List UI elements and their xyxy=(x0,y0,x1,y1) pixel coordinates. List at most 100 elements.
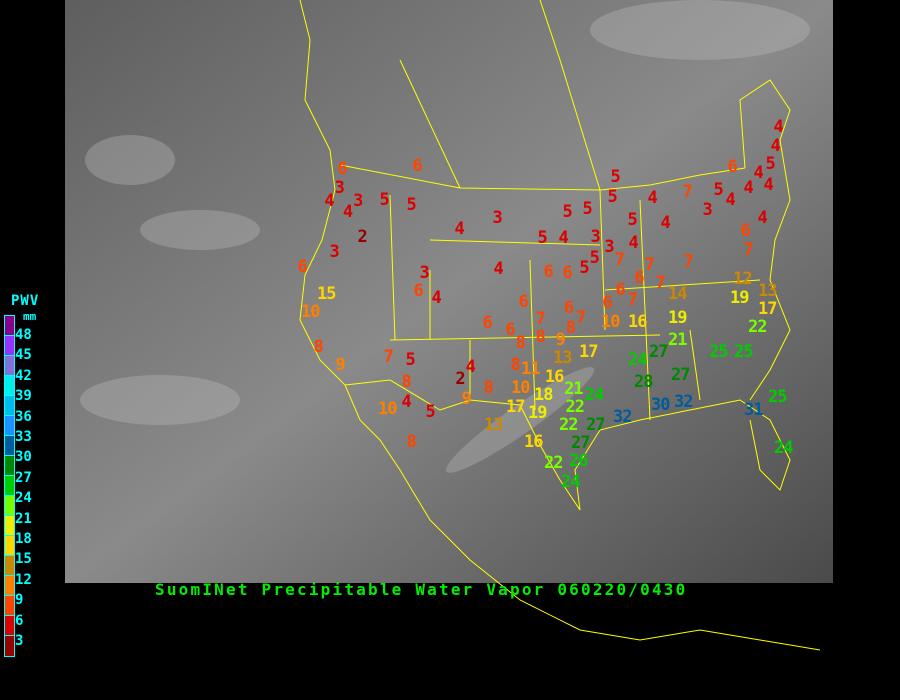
us-mexico-border xyxy=(344,379,581,511)
station-pwv-value: 4 xyxy=(454,218,465,239)
station-pwv-value: 4 xyxy=(324,190,334,211)
legend-swatch xyxy=(5,396,14,416)
legend-swatch xyxy=(5,516,14,536)
station-pwv-value: 25 xyxy=(768,386,788,407)
legend-unit: mm xyxy=(23,310,37,323)
station-pwv-value: 6 xyxy=(413,281,424,302)
station-pwv-value: 24 xyxy=(628,349,648,370)
legend-tick: 39 xyxy=(15,388,32,405)
station-pwv-value: 19 xyxy=(528,403,548,424)
legend-tick: 18 xyxy=(15,531,32,547)
station-pwv-value: 31 xyxy=(744,399,764,420)
station-pwv-value: 13 xyxy=(484,414,504,435)
station-pwv-value: 4 xyxy=(628,232,639,253)
station-pwv-value: 9 xyxy=(555,329,566,350)
legend-swatch xyxy=(5,596,14,616)
legend-swatch xyxy=(5,316,14,336)
legend-tick: 48 xyxy=(15,327,32,343)
legend-tick: 42 xyxy=(15,367,32,384)
station-pwv-value: 7 xyxy=(743,239,754,260)
station-pwv-value: 22 xyxy=(565,396,585,417)
station-pwv-value: 5 xyxy=(379,189,390,210)
station-pwv-value: 28 xyxy=(634,371,654,392)
station-pwv-value: 8 xyxy=(313,336,324,357)
station-pwv-value: 4 xyxy=(660,212,671,233)
station-pwv-value: 24 xyxy=(774,437,794,458)
station-pwv-value: 7 xyxy=(535,308,546,329)
station-pwv-value: 32 xyxy=(674,391,694,412)
legend-tick: 12 xyxy=(15,571,32,588)
station-pwv-value: 5 xyxy=(607,186,618,207)
station-pwv-value: 5 xyxy=(425,401,436,422)
station-pwv-value: 5 xyxy=(713,179,724,200)
legend-swatch xyxy=(5,636,14,656)
legend-swatch xyxy=(5,336,14,356)
legend-swatch xyxy=(5,576,14,596)
station-pwv-value: 4 xyxy=(763,174,774,195)
station-pwv-value: 6 xyxy=(602,292,613,313)
station-pwv-value: 7 xyxy=(614,249,625,270)
station-pwv-value: 17 xyxy=(506,396,526,417)
station-pwv-value: 6 xyxy=(562,262,573,283)
station-pwv-value: 5 xyxy=(582,198,593,219)
station-pwv-value: 3 xyxy=(702,199,713,220)
station-pwv-value: 11 xyxy=(521,359,541,380)
east-coast xyxy=(739,79,791,401)
station-pwv-value: 17 xyxy=(758,299,778,320)
station-pwv-value: 32 xyxy=(613,406,633,427)
station-pwv-value: 4 xyxy=(773,116,784,137)
station-pwv-value: 6 xyxy=(297,256,308,277)
station-pwv-value: 17 xyxy=(579,341,599,362)
station-pwv-value: 12 xyxy=(733,268,753,289)
legend-swatch xyxy=(5,536,14,556)
legend-tick: 30 xyxy=(15,449,32,466)
station-pwv-value: 3 xyxy=(334,177,345,198)
station-pwv-value: 10 xyxy=(511,377,531,398)
legend-tick: 45 xyxy=(15,347,32,364)
legend-swatch xyxy=(5,416,14,436)
station-pwv-value: 3 xyxy=(492,207,503,228)
station-pwv-value: 5 xyxy=(627,209,638,230)
station-pwv-value: 4 xyxy=(493,258,504,279)
station-pwv-value: 24 xyxy=(561,471,581,492)
station-pwv-value: 13 xyxy=(758,281,778,302)
station-pwv-value: 15 xyxy=(317,283,337,304)
station-pwv-value: 5 xyxy=(537,227,548,248)
legend-tick: 3 xyxy=(15,633,24,649)
station-pwv-value: 26 xyxy=(569,451,589,472)
station-pwv-value: 7 xyxy=(575,307,586,328)
station-pwv-value: 21 xyxy=(564,378,584,399)
station-pwv-value: 27 xyxy=(586,414,606,435)
station-pwv-value: 5 xyxy=(406,194,417,215)
legend-tick: 9 xyxy=(15,592,24,609)
station-pwv-value: 4 xyxy=(647,187,658,208)
borders xyxy=(299,0,821,651)
station-pwv-value: 4 xyxy=(465,356,476,377)
legend-tick: 33 xyxy=(15,429,32,445)
station-pwv-value: 27 xyxy=(671,364,691,385)
legend-swatch xyxy=(5,616,14,636)
canada-border xyxy=(339,164,746,191)
station-pwv-value: 8 xyxy=(535,327,546,348)
legend-swatch xyxy=(5,496,14,516)
station-pwv-value: 6 xyxy=(634,267,644,288)
station-pwv-value: 8 xyxy=(510,354,521,375)
coastline xyxy=(299,0,821,651)
legend-swatch xyxy=(5,436,14,456)
station-pwv-value: 8 xyxy=(483,377,494,398)
station-pwv-value: 4 xyxy=(725,189,736,210)
station-pwv-value: 16 xyxy=(544,366,565,387)
legend-swatch xyxy=(5,456,14,476)
station-pwv-value: 10 xyxy=(301,301,321,322)
station-pwv-value: 8 xyxy=(515,332,526,353)
station-pwv-value: 4 xyxy=(558,227,569,248)
station-pwv-value: 22 xyxy=(748,317,768,338)
clouds xyxy=(80,0,810,473)
legend-tick: 6 xyxy=(15,612,24,629)
station-pwv-value: 18 xyxy=(534,384,554,405)
legend-tick: 15 xyxy=(15,551,32,568)
station-pwv-value: 7 xyxy=(627,289,638,310)
station-pwv-value: 16 xyxy=(628,311,648,332)
color-legend xyxy=(4,315,15,657)
